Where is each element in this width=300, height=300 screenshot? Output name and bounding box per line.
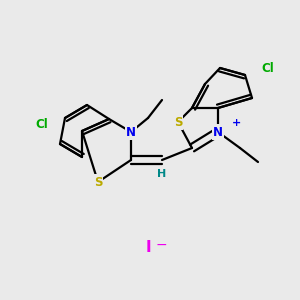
Text: S: S [174, 116, 182, 128]
Text: S: S [94, 176, 102, 188]
Text: H: H [158, 169, 166, 179]
Text: +: + [232, 118, 241, 128]
Text: I: I [145, 241, 151, 256]
Text: Cl: Cl [36, 118, 48, 131]
Text: Cl: Cl [262, 61, 275, 74]
Text: −: − [155, 238, 167, 252]
Text: N: N [213, 125, 223, 139]
Text: N: N [126, 125, 136, 139]
